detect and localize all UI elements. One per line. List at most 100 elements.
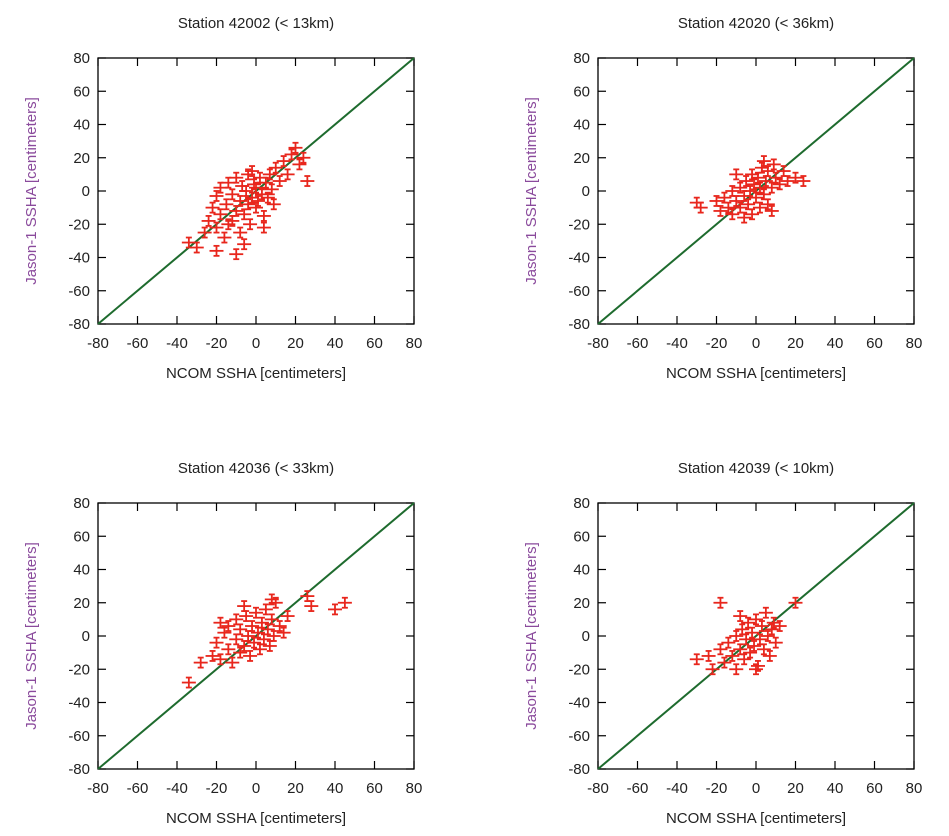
data-point [241,198,256,211]
data-point [249,606,263,619]
data-point [189,241,204,254]
x-tick-label: -20 [706,780,728,797]
y-tick-label: 20 [73,150,90,167]
data-point [737,211,752,224]
data-point [743,185,758,197]
y-tick-label: 60 [73,83,90,100]
x-tick-label: 60 [366,335,383,352]
data-point [268,161,283,174]
data-point [721,636,736,649]
data-point [221,620,236,632]
x-tick-label: -40 [166,780,188,797]
x-tick-label: -60 [127,780,149,797]
data-point [749,663,763,676]
data-point [772,178,787,191]
x-tick-label: -40 [166,335,188,352]
y-tick-label: 80 [573,495,590,512]
x-tick-label: 40 [327,780,344,797]
data-point [337,596,352,609]
data-point [760,198,775,211]
x-axis-label: NCOM SSHA [centimeters] [166,365,346,382]
data-point [266,630,281,642]
data-point [756,643,771,656]
data-point [745,626,760,639]
data-point [701,650,716,662]
data-point [233,623,248,636]
data-point [209,244,224,257]
x-tick-label: -40 [666,335,688,352]
data-point [300,590,315,602]
data-point [243,650,258,662]
y-tick-label: -20 [568,216,590,233]
data-point [233,646,248,659]
y-tick-label: 80 [573,50,590,67]
x-tick-label: -20 [206,335,228,352]
y-axis-label: Jason-1 SSHA [centimeters] [23,542,40,730]
data-point [217,231,232,244]
x-tick-label: -60 [627,335,649,352]
data-point [733,610,748,622]
data-point [796,175,811,187]
x-tick-label: 80 [406,780,423,797]
y-tick-label: -40 [68,695,90,712]
data-point [758,606,773,619]
data-point [237,238,252,251]
data-point [754,620,769,632]
data-point [264,613,279,626]
data-point [729,630,744,642]
x-tick-label: 40 [827,780,844,797]
chart-title: Station 42020 (< 36km) [678,15,834,32]
y-tick-label: -80 [568,316,590,333]
data-point [733,181,748,194]
x-tick-label: 0 [752,335,760,352]
data-point [225,188,240,201]
data-point [213,616,228,629]
y-tick-label: 20 [573,150,590,167]
data-point [272,175,287,187]
x-tick-label: 60 [866,335,883,352]
x-tick-label: 60 [866,780,883,797]
y-tick-label: 0 [582,628,590,645]
data-point [296,151,311,164]
data-point [233,226,248,239]
data-point [266,198,281,211]
data-point [217,626,232,639]
data-point [201,215,216,227]
data-point [262,168,277,181]
data-point [717,656,732,669]
x-tick-label: -80 [587,335,609,352]
data-point [764,181,779,194]
x-tick-label: -60 [127,335,149,352]
data-point [743,646,758,659]
data-point [292,158,307,171]
chart-title: Station 42002 (< 13km) [178,15,334,32]
data-point [752,633,767,646]
one-to-one-line [97,502,415,770]
one-to-one-line [597,502,915,770]
data-point [209,221,224,234]
y-tick-label: 40 [73,117,90,134]
data-point [221,218,236,231]
y-tick-label: 60 [573,528,590,545]
data-point [249,181,263,194]
x-tick-label: -80 [587,780,609,797]
data-point [280,610,295,622]
data-point [213,653,228,666]
y-tick-label: -20 [568,661,590,678]
x-tick-label: 60 [366,780,383,797]
x-tick-label: -80 [87,780,109,797]
x-tick-label: 80 [906,780,923,797]
y-tick-label: -80 [68,761,90,778]
y-tick-label: -40 [568,250,590,267]
data-point [300,175,315,187]
x-tick-label: -80 [87,335,109,352]
data-point [764,205,779,217]
data-point [221,643,236,656]
data-point [788,596,803,609]
panel-station-42002: Station 42002 (< 13km) -80 -60 -40 -20 0 20 40 6… [23,15,422,382]
y-tick-label: 0 [82,628,90,645]
data-point [239,185,254,197]
y-tick-label: -80 [68,316,90,333]
y-tick-label: -60 [568,283,590,300]
panel-station-42020: Station 42020 (< 36km) -80 -60 -40 -20 0 20 40 6… [523,15,922,382]
